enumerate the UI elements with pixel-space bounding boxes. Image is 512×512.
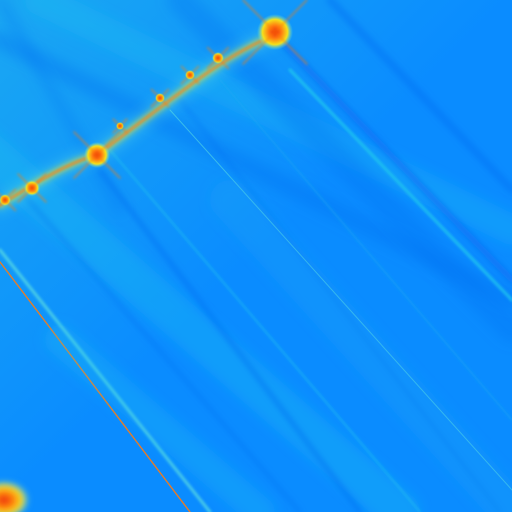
node-ray bbox=[96, 131, 121, 156]
bright-spine bbox=[0, 27, 283, 213]
node-ray bbox=[73, 131, 98, 156]
node-ray bbox=[150, 88, 161, 99]
node-ray bbox=[4, 188, 17, 201]
node-ray bbox=[180, 65, 191, 76]
streak bbox=[210, 180, 512, 512]
streak bbox=[18, 188, 302, 512]
node-ray bbox=[31, 173, 47, 189]
node-ray bbox=[0, 199, 6, 206]
node-ray bbox=[189, 74, 200, 85]
streak bbox=[267, 27, 512, 283]
node-ray bbox=[73, 154, 98, 179]
node-ray bbox=[0, 194, 6, 201]
node-ray bbox=[112, 118, 121, 127]
spine-glow bbox=[0, 34, 276, 206]
streak bbox=[0, 0, 125, 215]
node-ray bbox=[112, 125, 121, 134]
node-ray bbox=[242, 0, 276, 33]
node-ray bbox=[150, 97, 161, 108]
streak bbox=[326, 0, 512, 194]
streak bbox=[45, 325, 275, 512]
streak bbox=[25, 0, 512, 245]
node-ray bbox=[206, 57, 219, 70]
node-ray bbox=[242, 31, 276, 65]
node-ray bbox=[206, 46, 219, 59]
node-ray bbox=[274, 31, 308, 65]
node-ray bbox=[96, 154, 121, 179]
node-ray bbox=[159, 97, 170, 108]
corner-hotspot bbox=[0, 480, 30, 512]
node-ray bbox=[31, 187, 47, 203]
node-ray bbox=[119, 118, 128, 127]
node-ray bbox=[217, 46, 230, 59]
hot-nodes bbox=[0, 0, 308, 212]
streak bbox=[0, 135, 420, 512]
node-ray bbox=[189, 65, 200, 76]
node-ray bbox=[274, 0, 308, 33]
node-ray bbox=[180, 74, 191, 85]
node-ray bbox=[4, 199, 17, 212]
node-ray bbox=[17, 173, 33, 189]
node-ray bbox=[159, 88, 170, 99]
streak bbox=[109, 149, 421, 512]
streak bbox=[288, 68, 512, 302]
node-ray bbox=[119, 125, 128, 134]
streak bbox=[98, 168, 362, 512]
streak bbox=[219, 79, 512, 421]
node-ray bbox=[17, 187, 33, 203]
node-ray bbox=[217, 57, 230, 70]
